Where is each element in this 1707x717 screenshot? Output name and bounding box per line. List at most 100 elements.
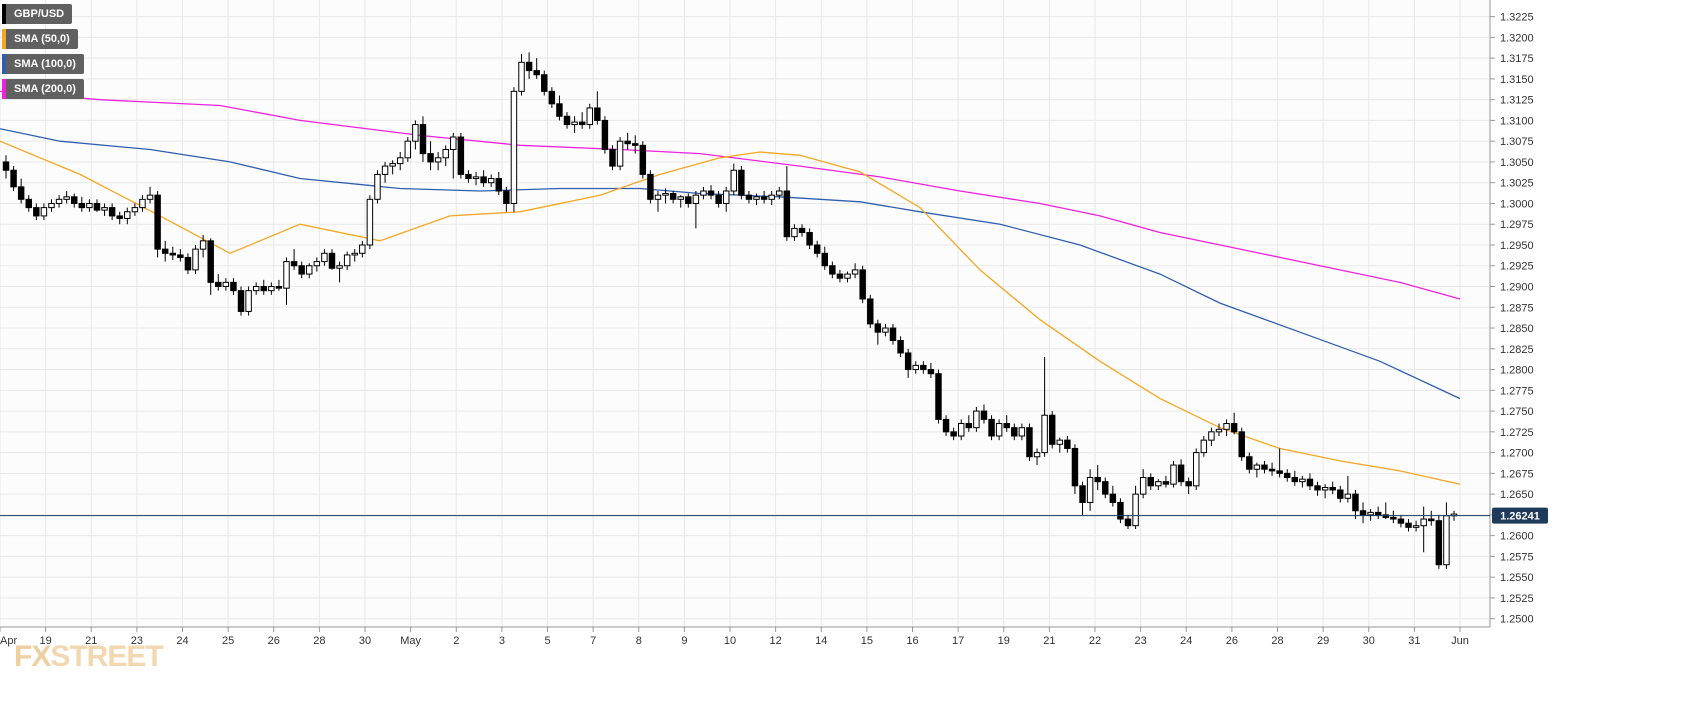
candle — [791, 224, 798, 241]
candle — [1397, 514, 1405, 528]
candle — [760, 191, 768, 204]
candle — [654, 191, 662, 212]
candle-body — [859, 269, 866, 300]
candles-layer — [2, 52, 1458, 569]
candle-body — [230, 281, 237, 292]
candle-body — [465, 173, 472, 180]
candle-body — [1337, 489, 1344, 499]
candle-body — [374, 173, 381, 200]
candle-body — [609, 148, 616, 167]
candle — [957, 419, 965, 441]
x-tick-label: 16 — [906, 635, 918, 647]
x-tick-label: 19 — [40, 635, 52, 647]
candle — [548, 87, 556, 108]
candle-body — [935, 373, 942, 420]
candle — [389, 160, 396, 175]
logo-street: STREET — [50, 640, 163, 673]
legend-item-sma100[interactable]: SMA (100,0) — [2, 54, 84, 74]
legend-item-gbpusd[interactable]: GBP/USD — [2, 4, 84, 24]
candle — [177, 249, 184, 262]
candle-body — [290, 261, 298, 267]
candle — [563, 112, 571, 129]
x-tick-label: 17 — [952, 635, 964, 647]
candle-body — [177, 254, 184, 258]
candle — [351, 249, 358, 262]
candle — [252, 282, 260, 295]
candle-body — [124, 211, 131, 219]
current-price-label: 1.26241 — [1500, 511, 1540, 523]
candle — [616, 137, 624, 171]
candle-body — [313, 261, 321, 267]
candle — [556, 95, 563, 121]
candle-body — [108, 207, 116, 217]
candle-body — [1291, 477, 1299, 483]
candle-body — [1003, 423, 1010, 429]
candle-body — [571, 121, 578, 126]
candle — [245, 286, 252, 316]
candle-body — [10, 169, 17, 188]
candle-body — [404, 140, 412, 159]
x-tick-label: 31 — [1408, 635, 1420, 647]
candle — [1230, 412, 1238, 435]
sma-200-line — [0, 90, 1461, 300]
candle — [1026, 423, 1033, 461]
candle — [336, 261, 343, 283]
candle — [510, 87, 518, 212]
candle — [1420, 506, 1427, 553]
candle — [1412, 520, 1420, 532]
candle — [859, 265, 866, 304]
x-tick-label: 30 — [1363, 635, 1375, 647]
candle-body — [48, 202, 55, 209]
candle — [1071, 444, 1079, 495]
candle-body — [1215, 428, 1223, 433]
candle — [1352, 489, 1359, 520]
candle — [10, 166, 17, 192]
candle — [465, 170, 472, 183]
y-tick-label: 1.2925 — [1500, 261, 1534, 273]
y-tick-label: 1.2550 — [1500, 572, 1534, 584]
candle — [935, 369, 942, 424]
candle-body — [1132, 493, 1139, 527]
candle-body — [351, 252, 358, 256]
candle-body — [1344, 493, 1352, 499]
candle — [17, 178, 25, 204]
candle-body — [1056, 439, 1064, 445]
candle — [1177, 459, 1185, 486]
candle-body — [1102, 481, 1109, 495]
candle-body — [578, 121, 586, 126]
y-tick-label: 1.2725 — [1500, 427, 1534, 439]
x-tick-label: 12 — [770, 635, 782, 647]
candle — [1208, 427, 1215, 446]
candle-body — [889, 327, 897, 341]
candle-body — [215, 281, 222, 288]
candle-body — [1314, 485, 1321, 491]
candle — [776, 186, 783, 200]
legend-swatch — [2, 4, 6, 24]
candle — [1193, 448, 1200, 490]
candle-body — [548, 90, 556, 105]
candle — [268, 282, 275, 295]
candle-body — [1064, 439, 1071, 449]
candle — [1147, 473, 1154, 490]
candle — [912, 361, 919, 374]
candle-body — [1139, 477, 1147, 495]
candle-body — [920, 364, 927, 371]
candle — [1162, 475, 1170, 488]
legend-item-sma50[interactable]: SMA (50,0) — [2, 29, 84, 49]
legend-item-sma200[interactable]: SMA (200,0) — [2, 79, 84, 99]
candle-body — [427, 153, 434, 163]
legend: GBP/USD SMA (50,0) SMA (100,0) SMA (200,… — [2, 4, 84, 104]
candle-body — [434, 157, 442, 163]
candle-body — [1352, 493, 1359, 512]
candle — [1139, 469, 1147, 499]
x-tick-label: 9 — [681, 635, 687, 647]
candle — [594, 91, 601, 125]
candle-body — [71, 196, 78, 204]
candle — [942, 415, 950, 436]
plot-area — [0, 0, 1490, 627]
candle-body — [1079, 485, 1086, 503]
candle — [1283, 469, 1291, 482]
candle — [1276, 448, 1283, 478]
